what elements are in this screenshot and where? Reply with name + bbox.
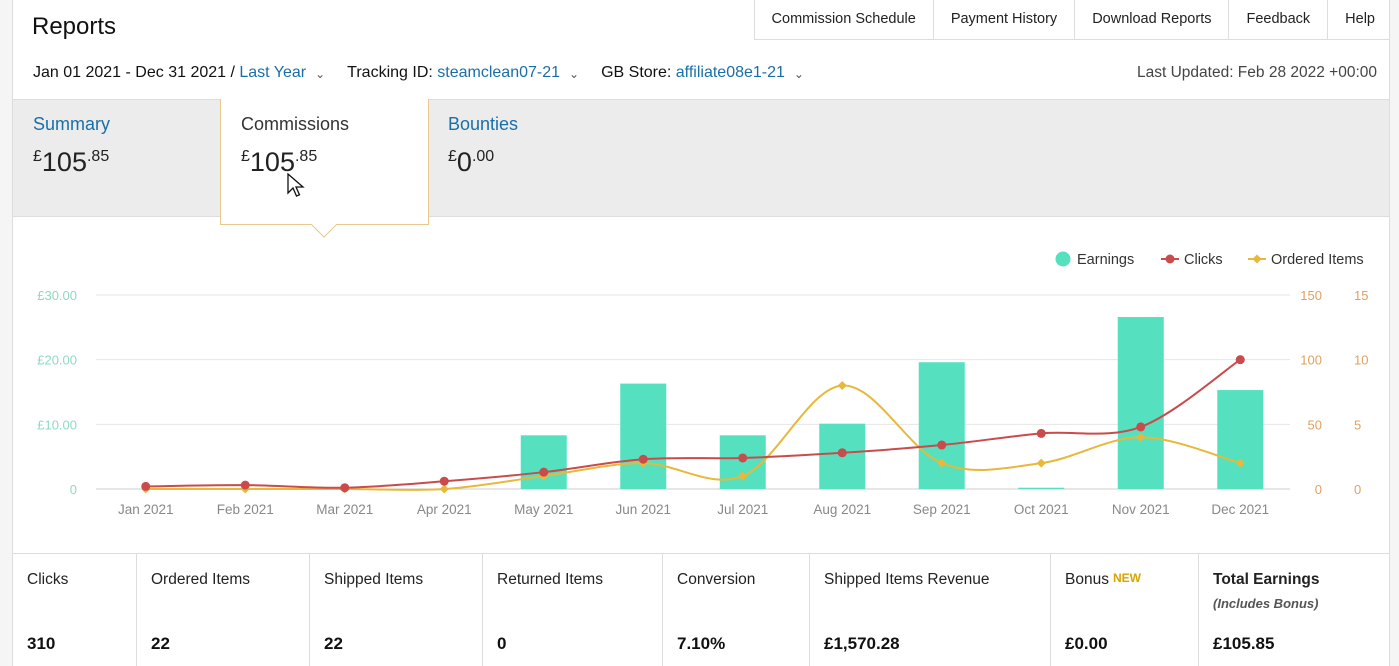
- period-dropdown[interactable]: Last Year: [239, 64, 307, 81]
- clicks-point: [1036, 428, 1046, 438]
- x-tick-label: Apr 2021: [417, 502, 472, 517]
- y-left-tick-label: £30.00: [37, 288, 77, 303]
- nav-payment-history[interactable]: Payment History: [934, 0, 1076, 39]
- y-right-clicks-tick-label: 150: [1300, 288, 1322, 303]
- nav-commission-schedule[interactable]: Commission Schedule: [755, 0, 934, 39]
- tab-commissions-label: Commissions: [241, 114, 350, 134]
- nav-help[interactable]: Help: [1345, 11, 1375, 27]
- tab-summary[interactable]: Summary £105.85: [33, 114, 110, 178]
- last-updated: Last Updated: Feb 28 2022 +00:00: [1136, 64, 1377, 81]
- y-left-tick-label: 0: [70, 482, 77, 497]
- date-range: Jan 01 2021 - Dec 31 2021: [33, 64, 227, 81]
- y-left-tick-label: £20.00: [37, 353, 77, 368]
- x-tick-label: Jun 2021: [615, 502, 671, 517]
- legend-earnings-swatch: [1055, 251, 1071, 267]
- ordered-items-point: [1036, 458, 1046, 468]
- y-right-items-tick-label: 0: [1354, 482, 1361, 497]
- store-label: GB Store:: [601, 64, 676, 81]
- earnings-bar: [1217, 390, 1264, 489]
- tab-commissions[interactable]: Commissions £105.85: [241, 114, 349, 178]
- reports-page: Reports Commission Schedule Payment Hist…: [12, 0, 1390, 666]
- stat-clicks: Clicks 310: [13, 554, 137, 666]
- ordered-items-point: [937, 458, 947, 468]
- stats-bar: Clicks 310 Ordered Items 22 Shipped Items 2…: [13, 553, 1389, 666]
- clicks-point: [937, 440, 947, 450]
- earnings-chart: 0 £10.00 £20.00 £30.00 0 50 100 150 0 5 10 15 Jan 20…: [37, 251, 1368, 517]
- ordered-items-point: [837, 381, 847, 391]
- report-filters: Jan 01 2021 - Dec 31 2021 / Last Year ⌄ …: [33, 64, 826, 82]
- earnings-bar: [620, 383, 667, 489]
- bounties-amount: £0.00: [448, 147, 495, 177]
- active-tab-panel: [220, 99, 429, 238]
- x-tick-label: Nov 2021: [1112, 502, 1170, 517]
- commissions-amount: £105.85: [241, 147, 318, 177]
- clicks-point: [340, 483, 350, 493]
- stat-conversion: Conversion 7.10%: [663, 554, 810, 666]
- ordered-items-point: [439, 484, 449, 494]
- date-separator: /: [226, 64, 240, 81]
- page-title: Reports: [32, 13, 117, 40]
- nav-download-reports[interactable]: Download Reports: [1075, 0, 1230, 39]
- stat-bonus: Bonus NEW £0.00: [1051, 554, 1199, 666]
- stat-returned-items: Returned Items 0: [483, 554, 663, 666]
- mouse-pointer-icon: [287, 173, 305, 197]
- ordered-items-point: [738, 471, 748, 481]
- clicks-line: [145, 358, 1241, 489]
- stat-ordered-items: Ordered Items 22: [137, 554, 310, 666]
- x-tick-label: Jan 2021: [118, 502, 174, 517]
- y-right-items-tick-label: 10: [1354, 353, 1368, 368]
- x-tick-label: Feb 2021: [217, 502, 274, 517]
- x-tick-label: May 2021: [514, 502, 573, 517]
- store-dropdown[interactable]: affiliate08e1-21: [675, 64, 785, 81]
- ordered-items-point: [1235, 458, 1245, 468]
- tab-bounties-label: Bounties: [448, 114, 519, 134]
- legend-clicks-swatch: [1165, 254, 1175, 264]
- earnings-bar: [918, 362, 965, 489]
- clicks-point: [141, 481, 151, 491]
- chevron-down-icon[interactable]: ⌄: [793, 67, 804, 81]
- x-tick-label: Dec 2021: [1211, 502, 1269, 517]
- legend-label: Ordered Items: [1271, 252, 1364, 268]
- clicks-point: [439, 476, 449, 486]
- ordered-items-line: [145, 384, 1241, 491]
- chevron-down-icon[interactable]: ⌄: [315, 67, 326, 81]
- earnings-bar: [1018, 487, 1065, 489]
- summary-amount: £105.85: [33, 147, 110, 177]
- x-tick-label: Sep 2021: [913, 502, 971, 517]
- legend-ordered-swatch: [1252, 254, 1262, 264]
- clicks-point: [837, 448, 847, 458]
- tracking-label: Tracking ID:: [347, 64, 438, 81]
- y-right-clicks-tick-label: 100: [1300, 353, 1322, 368]
- stat-shipped-items-revenue: Shipped Items Revenue £1,570.28: [810, 554, 1051, 666]
- tracking-id-dropdown[interactable]: steamclean07-21: [437, 64, 561, 81]
- legend-label: Clicks: [1184, 252, 1223, 268]
- chevron-down-icon[interactable]: ⌄: [569, 67, 580, 81]
- y-right-clicks-tick-label: 0: [1315, 482, 1322, 497]
- stat-total-earnings: Total Earnings (Includes Bonus) £105.85: [1213, 571, 1320, 653]
- clicks-point: [738, 453, 748, 463]
- x-tick-label: Mar 2021: [316, 502, 373, 517]
- tab-summary-label: Summary: [33, 114, 111, 134]
- tab-bounties[interactable]: Bounties £0.00: [448, 114, 518, 178]
- x-tick-label: Jul 2021: [717, 502, 768, 517]
- x-tick-label: Oct 2021: [1014, 502, 1069, 517]
- new-badge: NEW: [1112, 571, 1141, 585]
- ordered-items-point: [1136, 432, 1146, 442]
- y-right-items-tick-label: 15: [1354, 288, 1368, 303]
- legend-label: Earnings: [1077, 252, 1134, 268]
- earnings-bar: [1117, 316, 1164, 489]
- stat-shipped-items: Shipped Items 22: [310, 554, 483, 666]
- clicks-point: [1235, 355, 1245, 365]
- clicks-point: [1136, 422, 1146, 432]
- top-navigation: Commission Schedule Payment History Down…: [753, 0, 1389, 40]
- y-right-clicks-tick-label: 50: [1308, 417, 1322, 432]
- nav-feedback[interactable]: Feedback: [1229, 0, 1329, 39]
- clicks-point: [638, 454, 648, 464]
- earnings-bar: [520, 435, 567, 489]
- clicks-point: [240, 480, 250, 490]
- y-right-items-tick-label: 5: [1354, 417, 1361, 432]
- x-tick-label: Aug 2021: [813, 502, 871, 517]
- clicks-point: [539, 467, 549, 477]
- y-left-tick-label: £10.00: [37, 417, 77, 432]
